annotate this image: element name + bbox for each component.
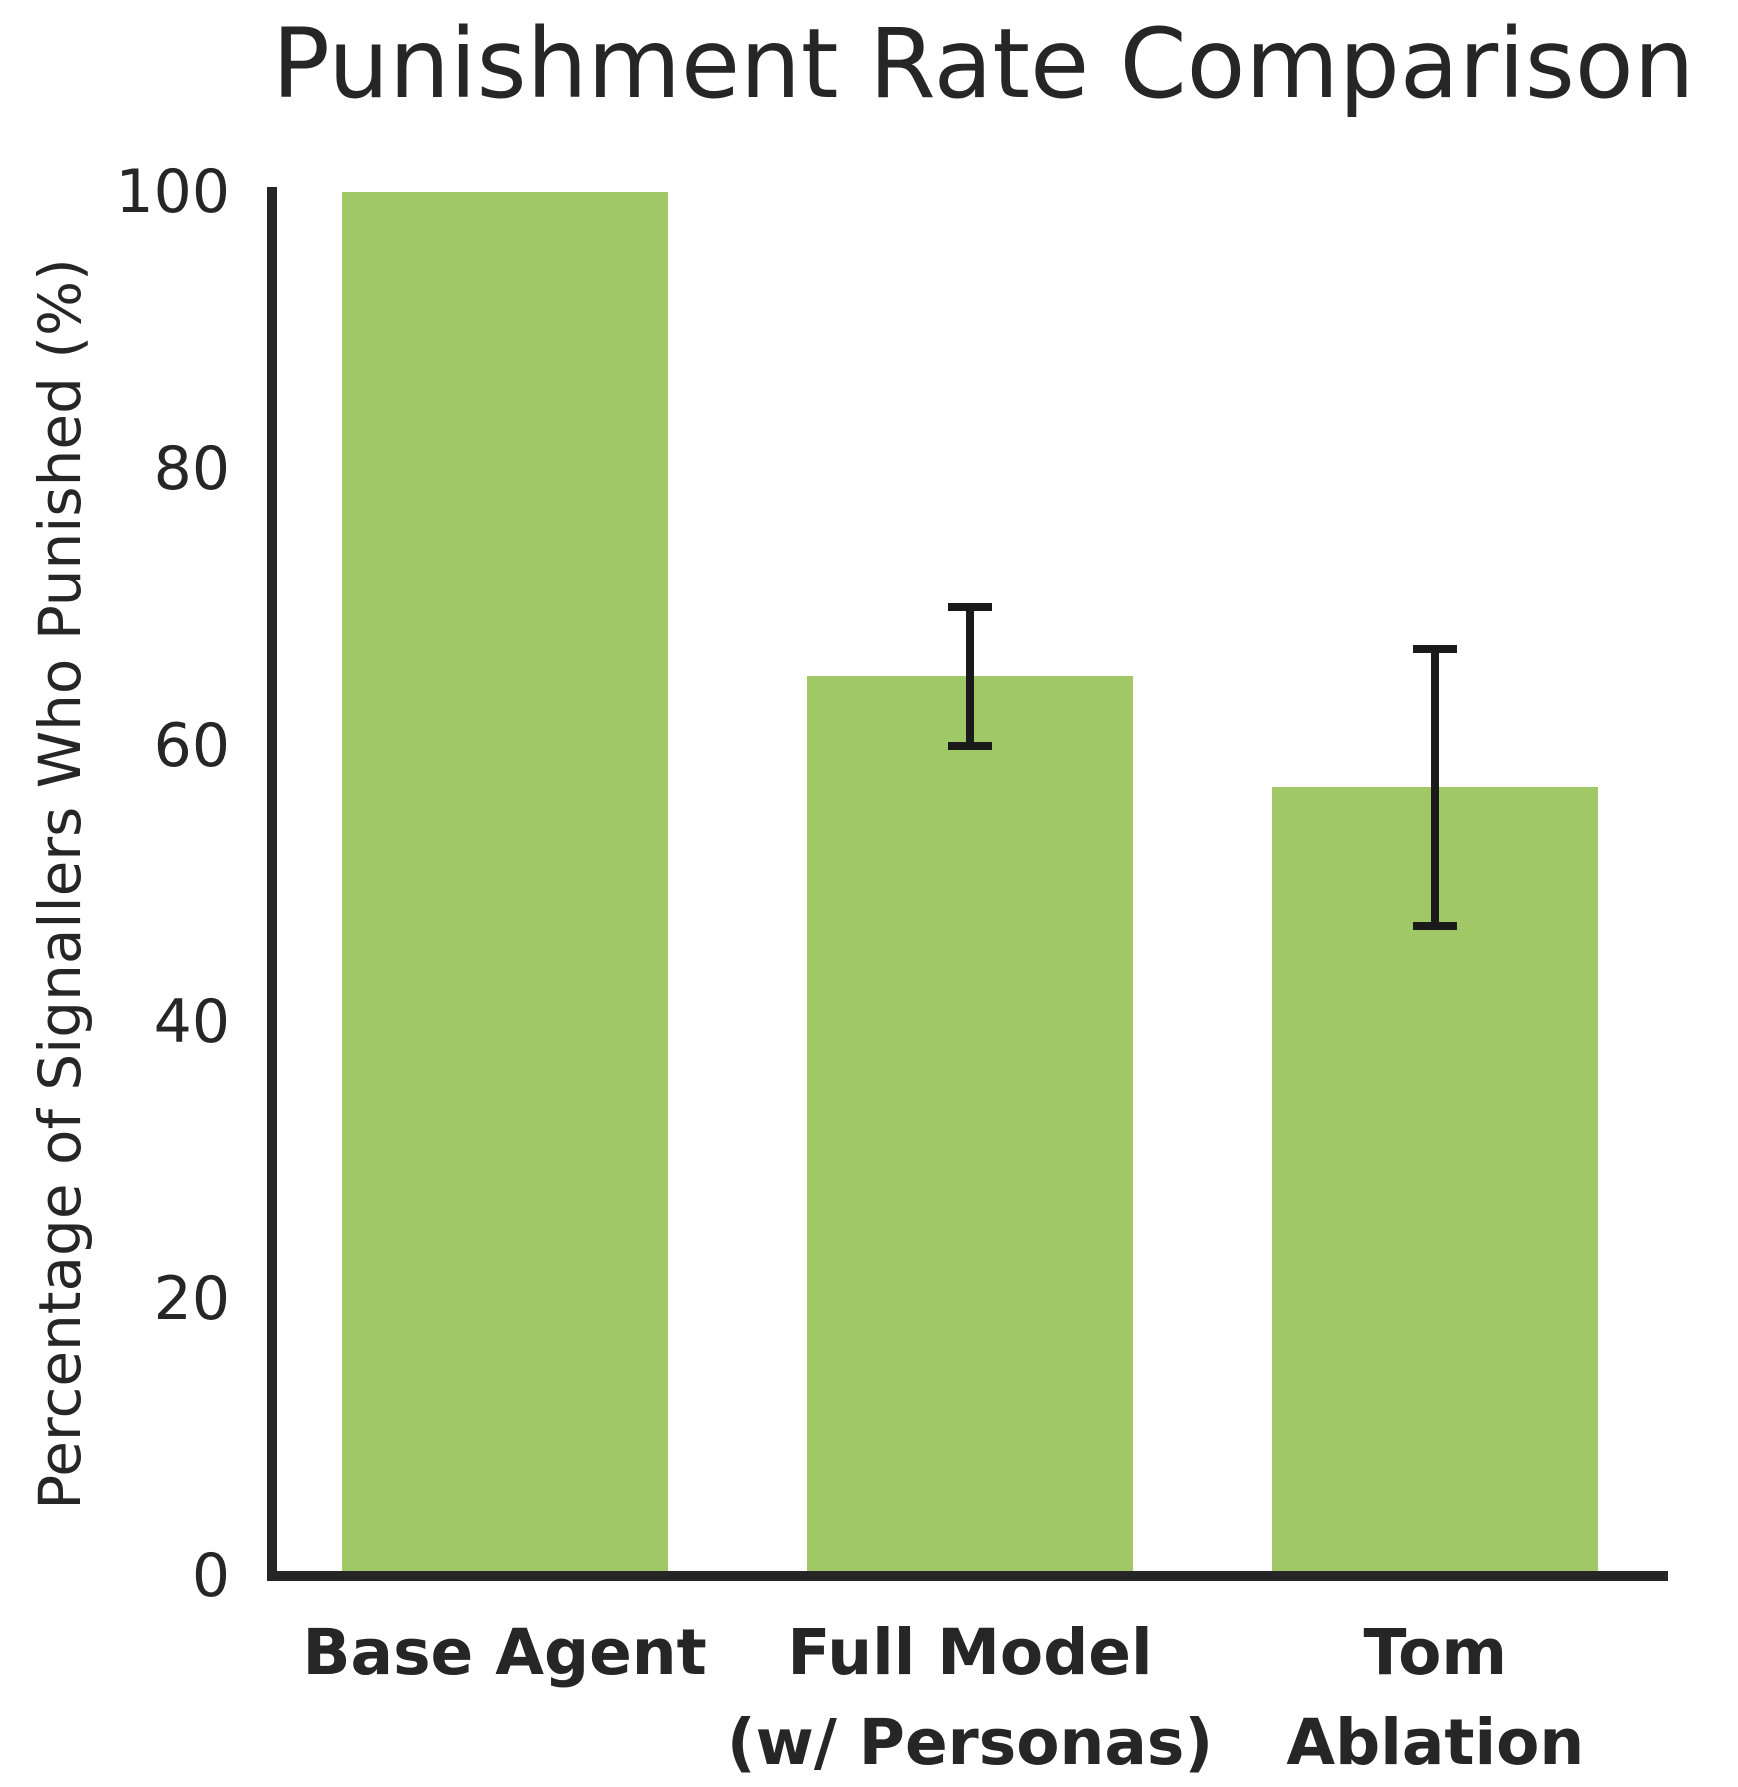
y-tick-label-100: 100 xyxy=(115,157,230,227)
error-cap-1-low xyxy=(948,741,992,750)
y-tick-label-80: 80 xyxy=(153,433,230,504)
y-axis-spine xyxy=(267,187,277,1581)
bar-1 xyxy=(807,676,1133,1576)
x-tick-label-1: Full Model (w/ Personas) xyxy=(727,1608,1213,1787)
error-bar-1 xyxy=(966,607,974,746)
x-axis-spine xyxy=(267,1571,1668,1581)
y-tick-label-40: 40 xyxy=(153,987,230,1058)
x-tick-label-line: Tom xyxy=(1363,1616,1508,1689)
x-tick-label-line: (w/ Personas) xyxy=(726,1706,1214,1779)
error-bar-2 xyxy=(1431,648,1440,926)
y-tick-label-0: 0 xyxy=(191,1541,230,1611)
error-cap-2-low xyxy=(1413,921,1458,930)
y-axis-label: Percentage of Signallers Who Punished (%… xyxy=(26,258,94,1510)
y-tick-label-60: 60 xyxy=(153,710,230,781)
error-cap-2-high xyxy=(1413,644,1458,653)
error-cap-1-high xyxy=(948,603,992,612)
x-tick-label-line: Full Model xyxy=(787,1616,1153,1689)
y-tick-label-20: 20 xyxy=(153,1264,230,1335)
chart-title: Punishment Rate Comparison xyxy=(272,8,1695,120)
x-tick-label-line: Base Agent xyxy=(302,1616,707,1689)
x-tick-label-0: Base Agent xyxy=(303,1608,707,1698)
bar-0 xyxy=(341,192,668,1576)
x-tick-label-line: Ablation xyxy=(1286,1706,1585,1779)
x-tick-label-2: Tom Ablation xyxy=(1286,1608,1584,1787)
